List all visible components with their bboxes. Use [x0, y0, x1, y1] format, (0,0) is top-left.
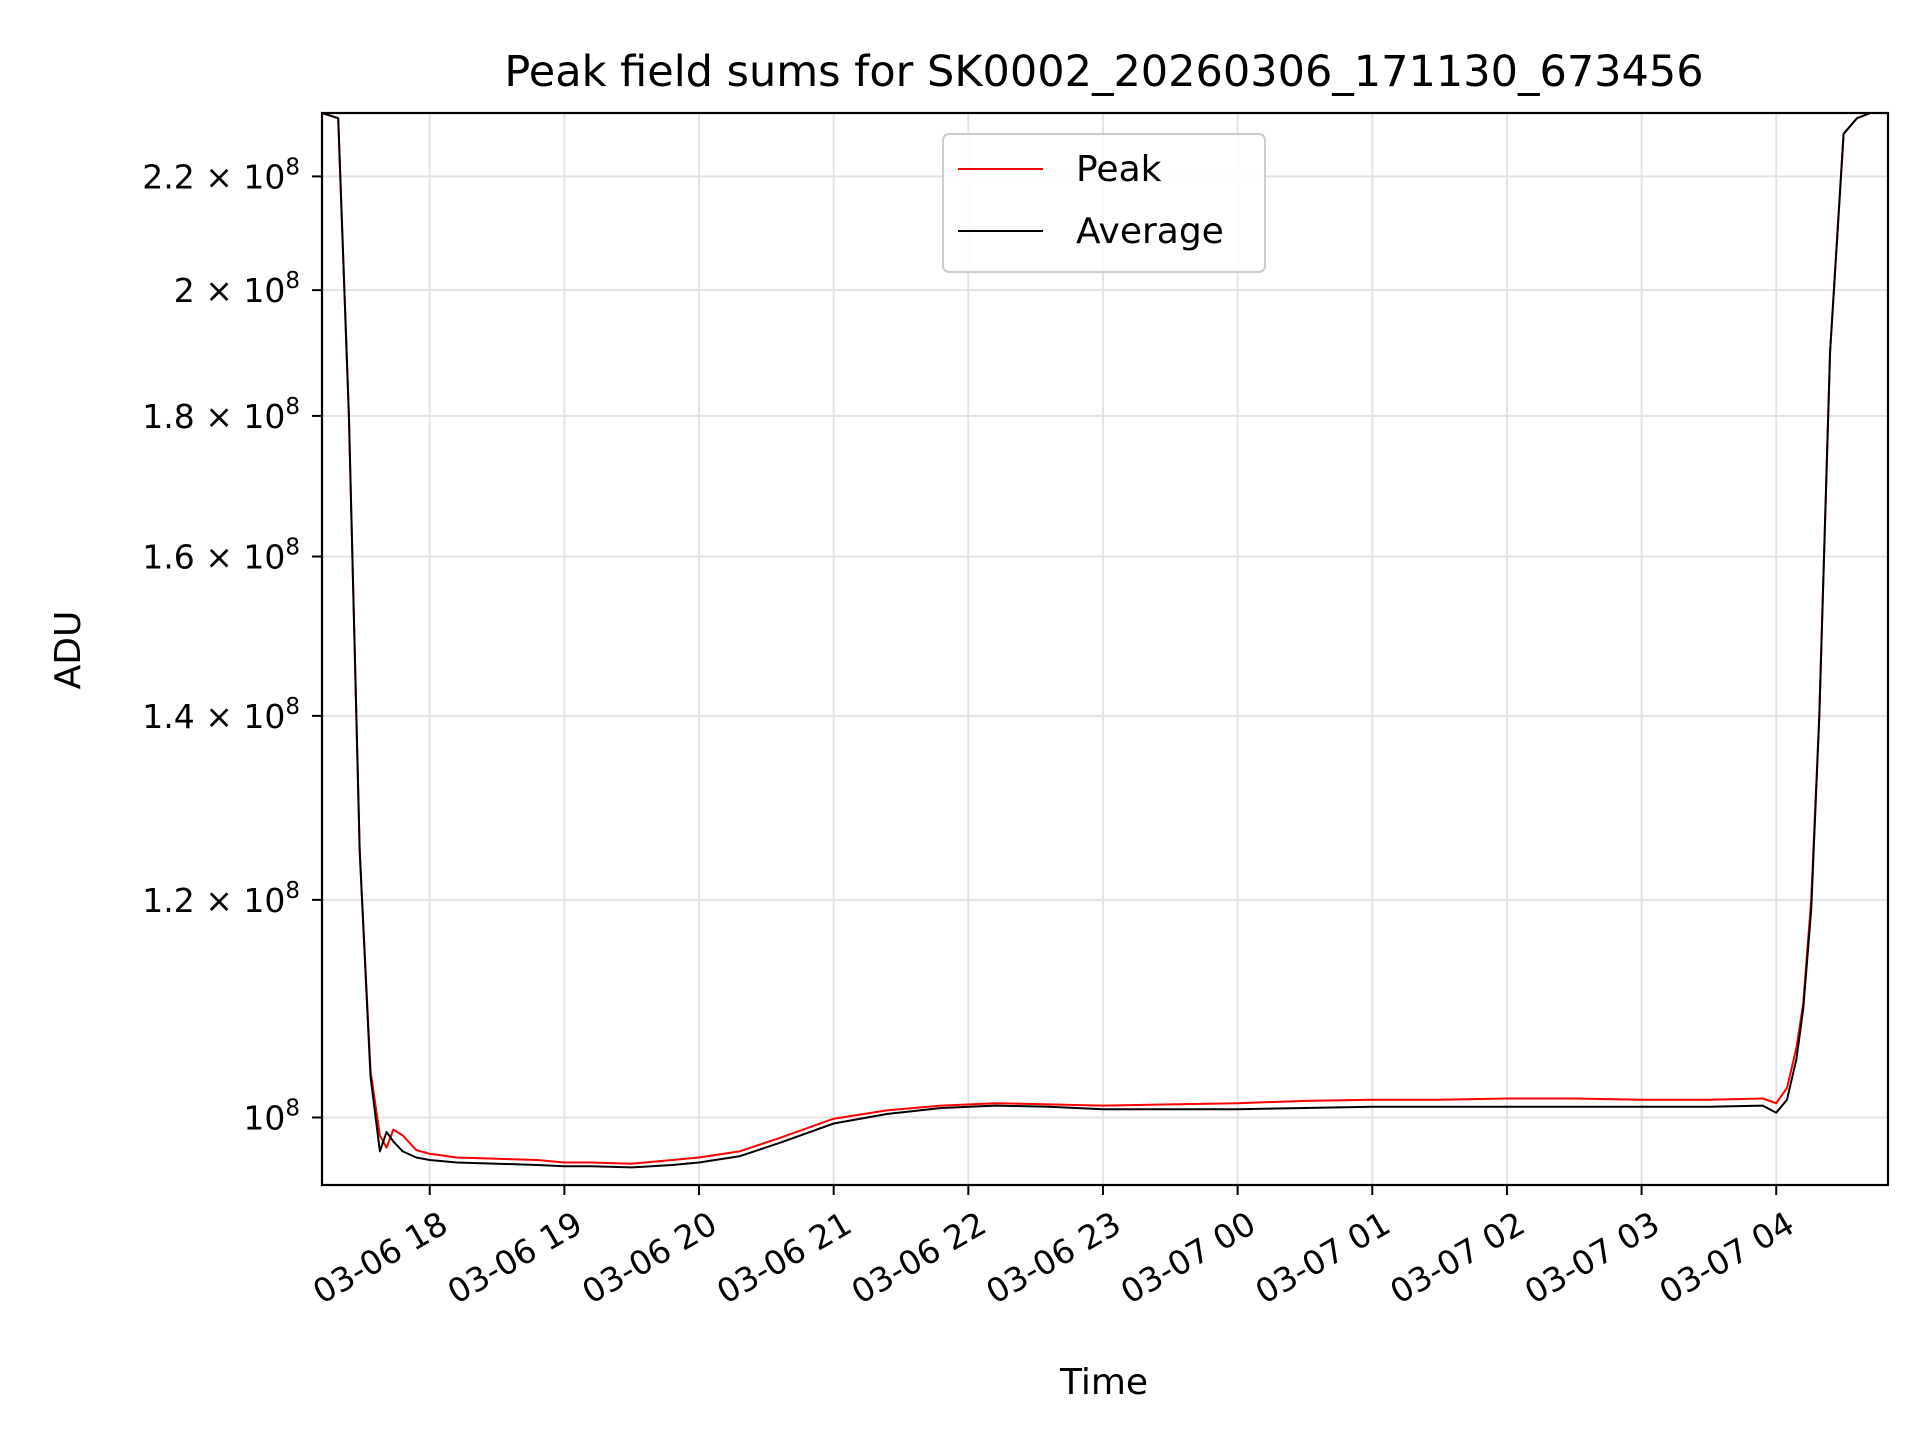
y-tick-exponent: 8 [285, 268, 300, 294]
x-axis-label: Time [1059, 1362, 1148, 1403]
grid [322, 113, 1888, 1185]
y-tick-base: 10 [243, 271, 285, 310]
y-tick-exponent: 8 [285, 694, 300, 720]
y-tick-exponent: 8 [285, 394, 300, 420]
y-tick-base: 10 [243, 157, 285, 196]
legend[interactable]: Peak Average [942, 133, 1266, 273]
y-tick-exponent: 8 [285, 878, 300, 904]
y-tick-label: 1.6 × 108 [142, 534, 300, 576]
y-tick-mantissa: 1.6 × [142, 537, 243, 576]
y-tick-base: 10 [243, 397, 285, 436]
y-tick-mantissa: 1.2 × [142, 881, 243, 920]
plot-frame [320, 111, 1890, 1187]
y-tick-label: 2.2 × 108 [142, 154, 300, 196]
y-tick-mantissa: 1.4 × [142, 697, 243, 736]
y-tick-mantissa: 1.8 × [142, 397, 243, 436]
y-tick-label: 108 [243, 1095, 300, 1137]
y-tick-exponent: 8 [285, 534, 300, 560]
y-tick-label: 1.8 × 108 [142, 394, 300, 436]
y-tick-base: 10 [243, 1098, 285, 1137]
y-tick-label: 1.2 × 108 [142, 878, 300, 920]
y-tick-label: 2 × 108 [174, 268, 300, 310]
series-line-average [321, 112, 1888, 1169]
y-tick-base: 10 [243, 881, 285, 920]
y-tick-label: 1.4 × 108 [142, 694, 300, 736]
y-tick-mantissa: 2 × [174, 271, 244, 310]
legend-peak-label: Peak [1076, 149, 1162, 190]
series-layer [321, 112, 1888, 1169]
chart-title: Peak field sums for SK0002_20260306_1711… [504, 47, 1703, 97]
y-axis-label: ADU [48, 611, 89, 690]
y-tick-mantissa: 2.2 × [142, 157, 243, 196]
y-tick-base: 10 [243, 537, 285, 576]
legend-average-label: Average [1076, 211, 1224, 252]
y-tick-exponent: 8 [285, 1095, 300, 1121]
y-tick-base: 10 [243, 697, 285, 736]
series-line-peak [321, 112, 1888, 1165]
y-tick-exponent: 8 [285, 154, 300, 180]
